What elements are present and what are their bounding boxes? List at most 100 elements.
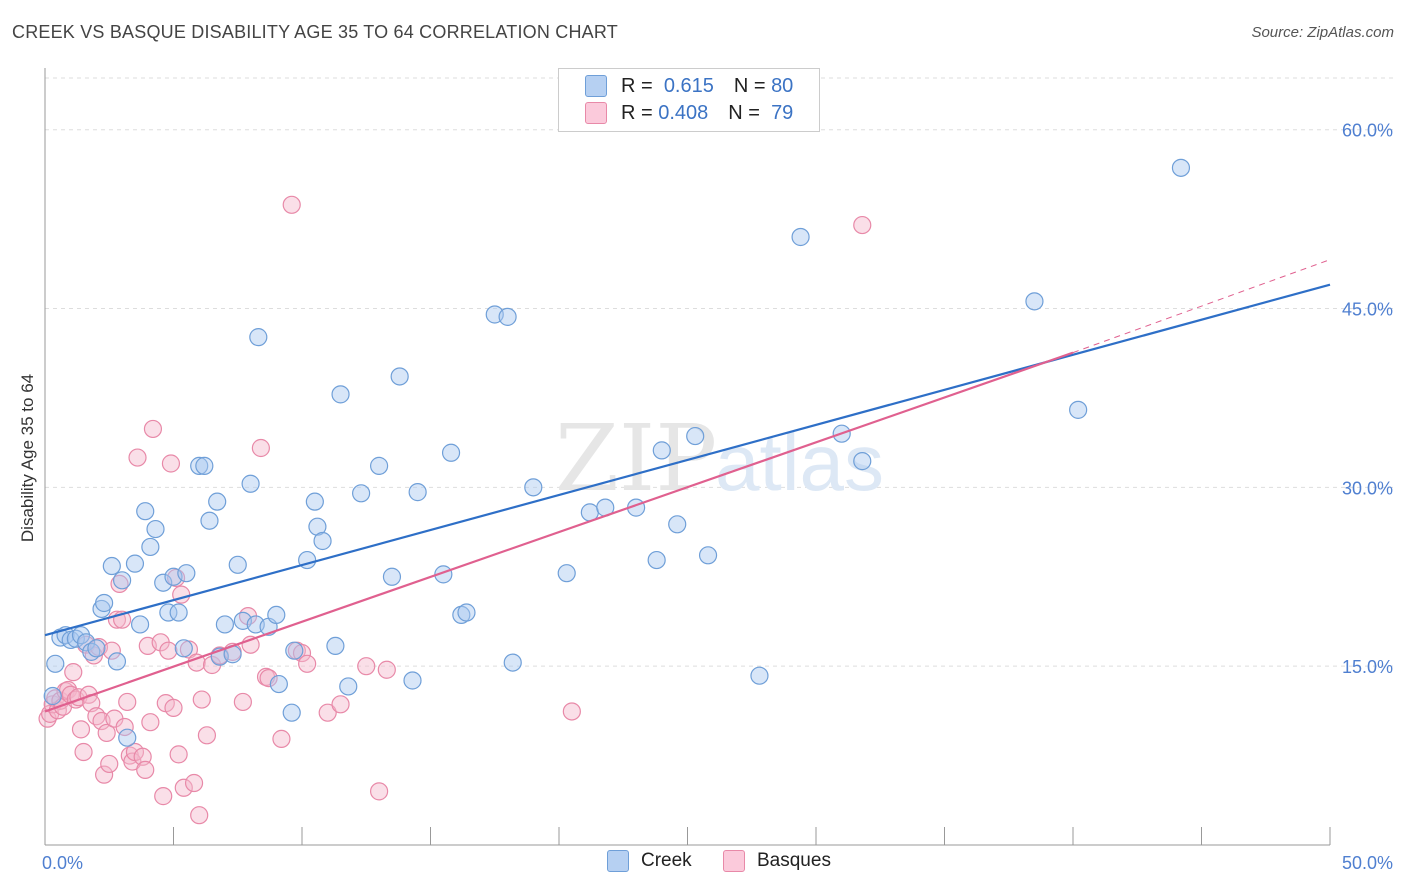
- creek-point: [1025, 292, 1044, 311]
- basques-point: [370, 782, 389, 801]
- creek-point: [557, 564, 576, 583]
- basques-point: [71, 720, 91, 739]
- creek-point: [269, 674, 288, 694]
- creek-point: [77, 633, 96, 652]
- creek-r-label: R =: [621, 74, 653, 97]
- trend-lines: [44, 259, 1331, 713]
- creek-point: [503, 653, 522, 672]
- basques-r-value: 0.408: [658, 101, 709, 124]
- creek-point: [441, 443, 461, 462]
- basques-point: [357, 657, 376, 676]
- basques-n-value: 79: [771, 101, 794, 124]
- creek-point: [169, 603, 188, 622]
- basques-point: [136, 760, 155, 779]
- source-label: Source: ZipAtlas.com: [1251, 24, 1394, 41]
- legend-row-creek: R = 0.615 N = 80: [585, 74, 793, 98]
- creek-point: [498, 307, 517, 326]
- basques-point: [59, 680, 78, 700]
- creek-point: [136, 502, 155, 521]
- creek-point: [750, 666, 769, 685]
- x-tick-label-max: 50.0%: [1342, 853, 1393, 873]
- basques-point: [192, 690, 211, 709]
- creek-point: [82, 642, 101, 661]
- creek-point: [331, 385, 350, 404]
- basques-point: [298, 654, 317, 673]
- y-tick-label: 60.0%: [1342, 121, 1393, 141]
- creek-point: [339, 677, 358, 696]
- creek-point: [1171, 158, 1191, 177]
- correlation-legend: R = 0.615 N = 80 R = 0.408 N = 79: [558, 68, 820, 132]
- creek-point: [647, 550, 666, 570]
- creek-point: [208, 492, 227, 511]
- basques-point: [169, 745, 188, 764]
- creek-point: [652, 441, 671, 460]
- creek-point: [668, 515, 687, 534]
- creek-n-value: 80: [771, 74, 794, 97]
- basques-point: [251, 438, 270, 458]
- creek-point: [66, 629, 85, 648]
- basques-trendline-extension: [1072, 259, 1331, 354]
- watermark-atlas: atlas: [715, 418, 884, 507]
- basques-point: [159, 641, 178, 660]
- creek-point: [200, 511, 219, 530]
- basques-points: [38, 195, 872, 825]
- creek-point: [87, 639, 106, 658]
- chart-title: CREEK VS BASQUE DISABILITY AGE 35 TO 64 …: [12, 22, 618, 42]
- creek-point: [241, 474, 260, 493]
- basques-point: [154, 787, 173, 806]
- basques-point: [259, 668, 278, 688]
- basques-point: [161, 454, 181, 473]
- creek-point: [215, 615, 234, 634]
- creek-point: [382, 567, 402, 586]
- creek-point: [228, 555, 247, 574]
- creek-point: [457, 603, 476, 622]
- creek-point: [195, 456, 214, 475]
- basques-r-label: R =: [621, 101, 653, 124]
- creek-point: [190, 456, 209, 475]
- creek-point: [698, 546, 718, 565]
- basques-point: [74, 742, 93, 762]
- watermark: ZIP atlas: [555, 405, 884, 512]
- creek-point: [102, 556, 121, 576]
- basques-point: [377, 660, 396, 679]
- x-tick-label-min: 0.0%: [42, 853, 83, 873]
- creek-trendline: [44, 283, 1331, 637]
- basques-point: [102, 641, 121, 660]
- creek-point: [791, 227, 810, 247]
- y-tick-label: 15.0%: [1342, 657, 1393, 677]
- creek-point: [95, 593, 114, 613]
- creek-point: [305, 492, 324, 511]
- y-tick-label: 45.0%: [1342, 300, 1393, 320]
- creek-point: [107, 652, 127, 671]
- creek-point: [408, 483, 427, 502]
- basques-point: [184, 773, 204, 793]
- creek-point: [267, 605, 286, 625]
- basques-point: [100, 754, 119, 774]
- basques-n-label: N =: [728, 101, 760, 124]
- basques-point: [318, 703, 337, 722]
- basques-point: [64, 663, 83, 682]
- basques-point: [118, 692, 137, 712]
- creek-point: [524, 478, 543, 497]
- creek-point: [118, 728, 137, 747]
- creek-point: [146, 519, 165, 539]
- creek-point: [174, 639, 193, 658]
- legend-creek-label: Creek: [641, 850, 692, 871]
- creek-point: [249, 328, 268, 347]
- creek-point: [141, 537, 160, 557]
- tick-labels: 15.0% 30.0% 45.0% 60.0% 0.0% 50.0%: [42, 121, 1393, 873]
- basques-point: [190, 806, 209, 825]
- basques-point: [853, 215, 872, 235]
- series-legend: Creek Basques: [0, 850, 1406, 878]
- legend-item-creek: Creek: [607, 850, 692, 872]
- basques-point: [562, 702, 581, 721]
- basques-point: [115, 717, 134, 737]
- creek-point: [177, 564, 196, 583]
- creek-point: [285, 641, 304, 660]
- creek-point: [326, 636, 345, 656]
- creek-point: [282, 703, 301, 722]
- basques-point: [233, 692, 252, 712]
- creek-point: [1069, 400, 1088, 419]
- creek-point: [159, 603, 178, 622]
- creek-point: [686, 426, 705, 446]
